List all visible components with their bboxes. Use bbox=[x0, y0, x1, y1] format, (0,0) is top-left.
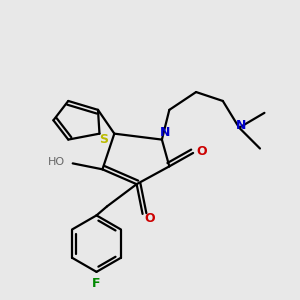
Text: N: N bbox=[160, 126, 170, 139]
Text: O: O bbox=[197, 145, 207, 158]
Text: HO: HO bbox=[48, 157, 65, 167]
Text: O: O bbox=[145, 212, 155, 225]
Text: S: S bbox=[99, 133, 108, 146]
Text: F: F bbox=[92, 277, 101, 290]
Text: N: N bbox=[236, 119, 246, 132]
